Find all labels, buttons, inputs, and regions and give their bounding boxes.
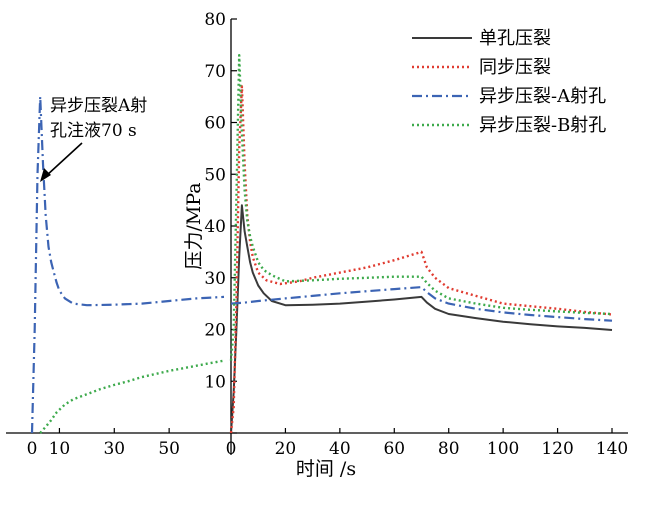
y-tick-label: 20 xyxy=(204,321,226,341)
y-tick-label: 70 xyxy=(204,62,226,82)
x-tick-label: 30 xyxy=(103,439,125,459)
y-axis-title: 压力/MPa xyxy=(183,182,205,269)
annotation: 异步压裂A射 孔注液70 s xyxy=(40,96,147,182)
x-axis-title: 时间 /s xyxy=(296,458,356,480)
legend-label-1: 单孔压裂 xyxy=(479,28,551,49)
series-lines xyxy=(30,54,613,434)
ticks: 10 20 30 40 50 60 70 80 0 10 30 50 0 20 40 60 80 100 120 14… xyxy=(27,10,629,459)
y-tick-label: 60 xyxy=(204,114,226,134)
x-tick-label: 100 xyxy=(487,439,519,459)
legend-label-2: 同步压裂 xyxy=(479,57,551,78)
series-line-1 xyxy=(230,204,613,434)
y-tick-label: 50 xyxy=(204,165,226,185)
annotation-line-2: 孔注液70 s xyxy=(50,121,137,141)
x-tick-label: 0 xyxy=(27,439,38,459)
y-tick-label: 80 xyxy=(204,10,226,30)
series-line-left-4 xyxy=(39,359,225,434)
series-line-3 xyxy=(230,286,613,322)
x-tick-label: 10 xyxy=(49,439,71,459)
x-tick-label: 80 xyxy=(438,439,460,459)
annotation-arrow-head xyxy=(40,168,51,182)
y-tick-label: 10 xyxy=(204,372,226,392)
series-line-2 xyxy=(229,85,613,434)
x-tick-label: 60 xyxy=(383,439,405,459)
y-tick-label: 30 xyxy=(204,269,226,289)
legend-label-4: 异步压裂-B射孔 xyxy=(479,115,606,136)
x-tick-label: 140 xyxy=(596,439,628,459)
axes xyxy=(6,19,628,455)
annotation-line-1: 异步压裂A射 xyxy=(50,96,147,116)
y-tick-label: 40 xyxy=(204,217,226,237)
x-tick-label: 20 xyxy=(275,439,297,459)
series-line-4 xyxy=(229,54,613,361)
series-line-left-3 xyxy=(30,95,225,434)
x-tick-label: 40 xyxy=(329,439,351,459)
x-tick-label: 120 xyxy=(541,439,573,459)
x-tick-label: 0 xyxy=(226,439,237,459)
legend-label-3: 异步压裂-A射孔 xyxy=(479,86,606,107)
x-tick-label: 50 xyxy=(158,439,180,459)
annotation-arrow-shaft xyxy=(45,142,83,177)
